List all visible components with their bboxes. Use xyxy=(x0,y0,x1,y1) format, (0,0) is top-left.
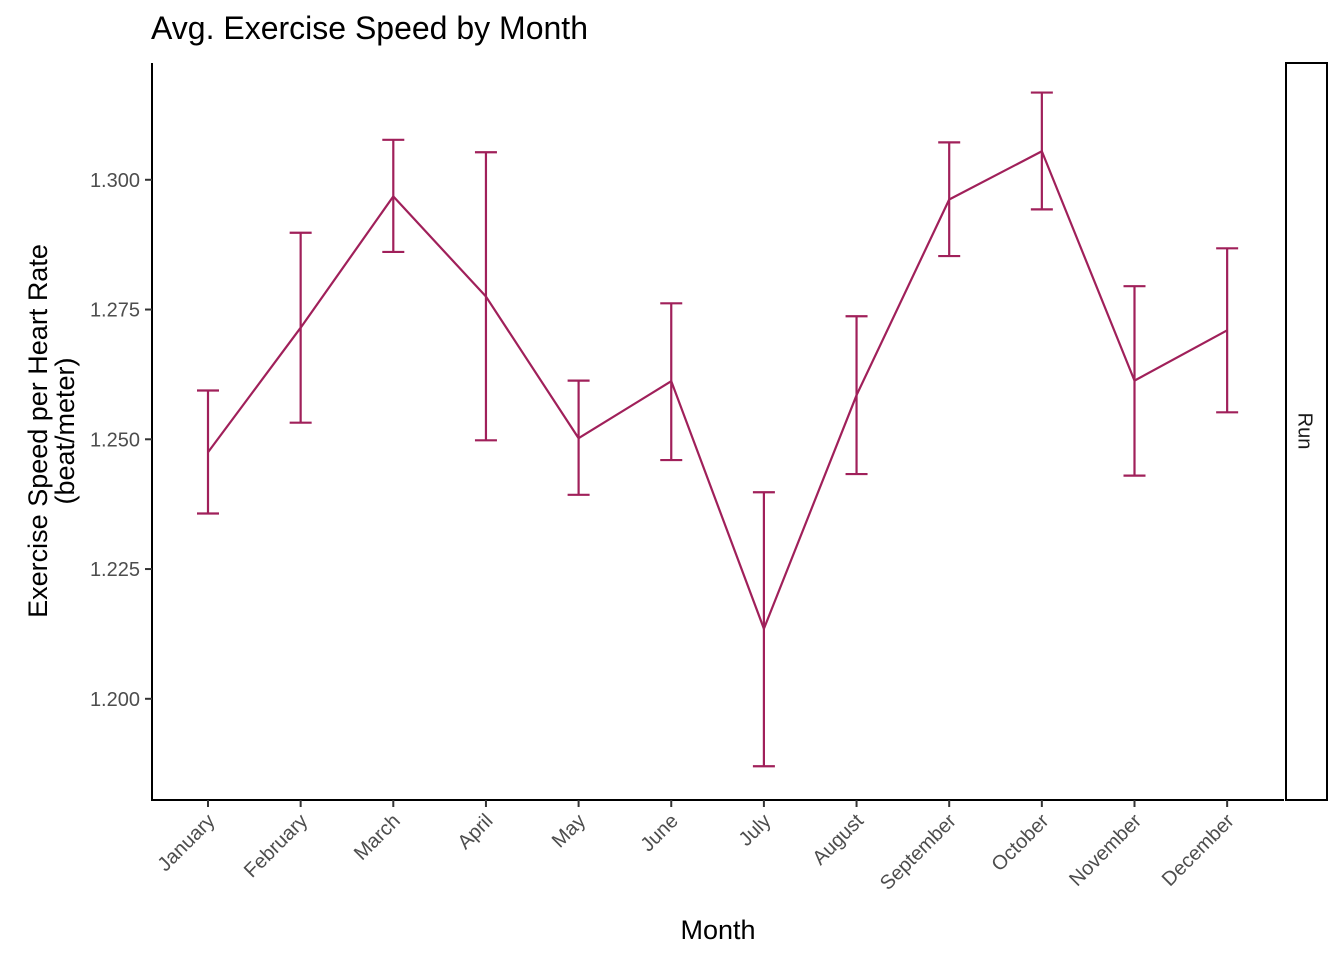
x-tick-label: September xyxy=(876,810,961,895)
x-tick-label: November xyxy=(1065,810,1146,891)
x-tick-label: May xyxy=(548,810,590,852)
chart-title: Avg. Exercise Speed by Month xyxy=(151,10,588,46)
x-tick-label: December xyxy=(1158,810,1239,891)
y-tick-label: 1.300 xyxy=(90,170,140,192)
y-axis-title-line1: Exercise Speed per Heart Rate xyxy=(23,244,53,618)
y-tick-label: 1.250 xyxy=(90,429,140,451)
plot-area: 1.200 1.225 1.250 1.275 1.300 January February… xyxy=(90,63,1284,895)
facet-strip-box xyxy=(1285,62,1328,801)
y-axis-title-line2: (beat/meter) xyxy=(50,357,80,504)
series-line xyxy=(207,150,1228,630)
x-tick-label: January xyxy=(154,810,220,876)
y-tick-label: 1.200 xyxy=(90,689,140,711)
x-tick-label: October xyxy=(988,810,1054,876)
x-axis-title: Month xyxy=(680,915,755,945)
x-tick-label: August xyxy=(809,810,869,870)
facet-strip-label: Run xyxy=(1294,413,1316,450)
x-tick-label: March xyxy=(350,810,405,865)
facet-strip: Run xyxy=(1285,62,1328,801)
x-tick-label: February xyxy=(240,810,312,882)
x-tick-label: April xyxy=(454,810,498,854)
y-tick-label: 1.225 xyxy=(90,559,140,581)
x-tick-label: June xyxy=(637,810,683,856)
x-tick-label: July xyxy=(735,810,776,851)
y-tick-label: 1.275 xyxy=(90,300,140,322)
